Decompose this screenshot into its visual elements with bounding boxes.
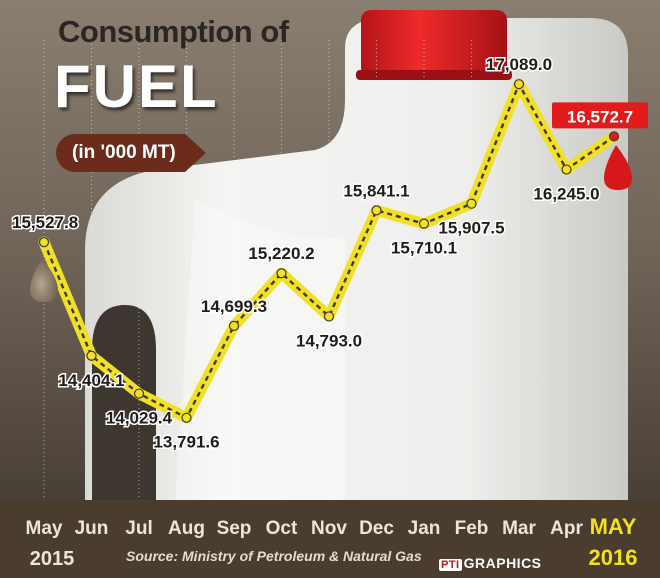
- data-marker: [181, 412, 192, 423]
- data-marker: [608, 131, 620, 142]
- highlight-label-bg: [552, 102, 648, 129]
- data-label: 16,245.0: [533, 185, 599, 204]
- data-marker: [371, 205, 382, 216]
- jerrycan-cap: [361, 10, 507, 78]
- data-label: 15,220.2: [248, 244, 314, 263]
- pti-logo: PTI: [439, 559, 462, 571]
- x-axis-ticks: May Jun Jul Aug Sep Oct Nov Dec Jan Feb Mar Apr MAY: [26, 514, 637, 539]
- data-marker: [466, 198, 477, 209]
- x-tick-label: Dec: [359, 518, 394, 539]
- data-label: 14,793.0: [296, 331, 362, 350]
- x-tick-label: Nov: [311, 518, 347, 539]
- x-tick-label: Feb: [455, 518, 489, 539]
- data-label: 15,710.1: [391, 239, 457, 258]
- source-note: Source: Ministry of Petroleum & Natural …: [126, 548, 422, 564]
- data-marker: [418, 218, 430, 229]
- credit: PTI GRAPHICS: [439, 555, 542, 571]
- x-tick-label: MAY: [590, 514, 637, 539]
- x-tick-label: Apr: [550, 518, 583, 539]
- data-marker: [323, 311, 335, 322]
- x-tick-label: Aug: [168, 518, 205, 539]
- x-axis-band: [0, 500, 660, 578]
- jerrycan-cap-ring: [356, 70, 512, 80]
- jerrycan-shoulder: [175, 200, 345, 505]
- data-marker: [513, 79, 525, 90]
- data-marker: [276, 268, 287, 279]
- x-tick-label: Oct: [266, 518, 298, 539]
- data-label: 15,841.1: [343, 181, 409, 200]
- unit-label: (in '000 MT): [72, 142, 176, 163]
- red-drop-icon: [604, 145, 632, 190]
- data-label: 14,699.3: [201, 297, 267, 316]
- unit-badge: (in '000 MT): [56, 134, 206, 172]
- year-end-label: 2016: [589, 545, 638, 570]
- data-label: 16,572.7: [567, 107, 633, 126]
- data-label: 15,527.8: [12, 213, 78, 232]
- chart-title-line1: Consumption of: [58, 14, 289, 49]
- data-label: 14,404.1: [58, 371, 124, 390]
- jerrycan-handle-hole: [92, 305, 156, 505]
- data-marker: [133, 388, 145, 399]
- data-label: 14,029.4: [106, 409, 173, 428]
- data-markers: [38, 79, 620, 423]
- data-marker: [38, 237, 50, 248]
- oil-drop-icon: [30, 258, 58, 302]
- data-label: 13,791.6: [153, 433, 219, 452]
- data-labels: 15,527.8 14,404.1 14,029.4 13,791.6 14,699.3…: [11, 54, 648, 453]
- data-label: 17,089.0: [486, 55, 552, 74]
- x-tick-label: Jul: [125, 518, 152, 539]
- credit-text: GRAPHICS: [463, 555, 542, 571]
- data-marker: [228, 320, 240, 332]
- data-label: 15,907.5: [438, 219, 504, 238]
- year-start-label: 2015: [30, 548, 75, 570]
- data-marker: [86, 350, 97, 361]
- x-tick-label: Mar: [502, 518, 536, 539]
- x-tick-label: May: [26, 518, 63, 539]
- x-tick-label: Jun: [75, 518, 109, 539]
- x-tick-label: Jan: [408, 518, 441, 539]
- x-tick-label: Sep: [217, 518, 252, 539]
- chart-title-line2: FUEL: [54, 53, 219, 120]
- data-marker: [561, 164, 572, 175]
